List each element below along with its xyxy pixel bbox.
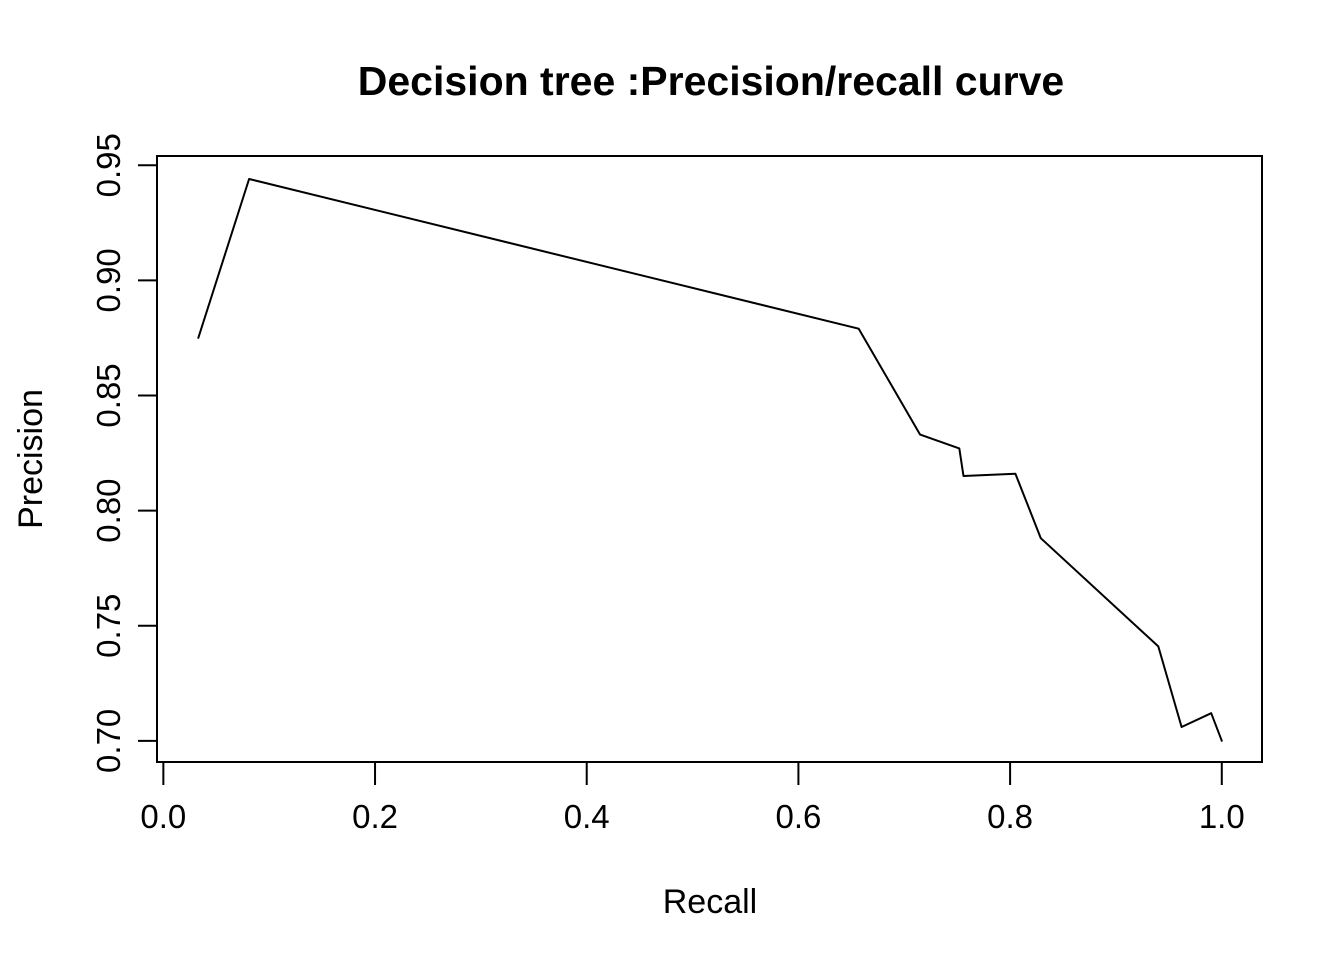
y-axis-tick-label: 0.80 [90,478,127,542]
y-axis-tick-label: 0.85 [90,363,127,427]
x-axis-title: Recall [663,883,757,921]
x-axis-tick-label: 0.4 [564,798,610,835]
y-axis-tick-label: 0.90 [90,248,127,312]
y-axis-tick-label: 0.95 [90,133,127,197]
y-axis-tick-label: 0.70 [90,709,127,773]
x-axis: 0.0 0.2 0.4 0.6 0.8 1.0 [140,762,1245,835]
x-axis-tick-label: 0.6 [775,798,821,835]
curve-layer [197,178,1223,742]
x-axis-tick-label: 1.0 [1199,798,1245,835]
chart-title: Decision tree :Precision/recall curve [358,58,1064,104]
precision-recall-curve [197,178,1223,742]
y-axis-tick-label: 0.75 [90,594,127,658]
y-axis: 0.70 0.75 0.80 0.85 0.90 0.95 [90,133,157,773]
plot-box [156,155,1263,763]
x-axis-tick-label: 0.8 [987,798,1033,835]
y-axis-title: Precision [12,389,50,529]
x-axis-tick-label: 0.2 [352,798,398,835]
x-axis-tick-label: 0.0 [140,798,186,835]
